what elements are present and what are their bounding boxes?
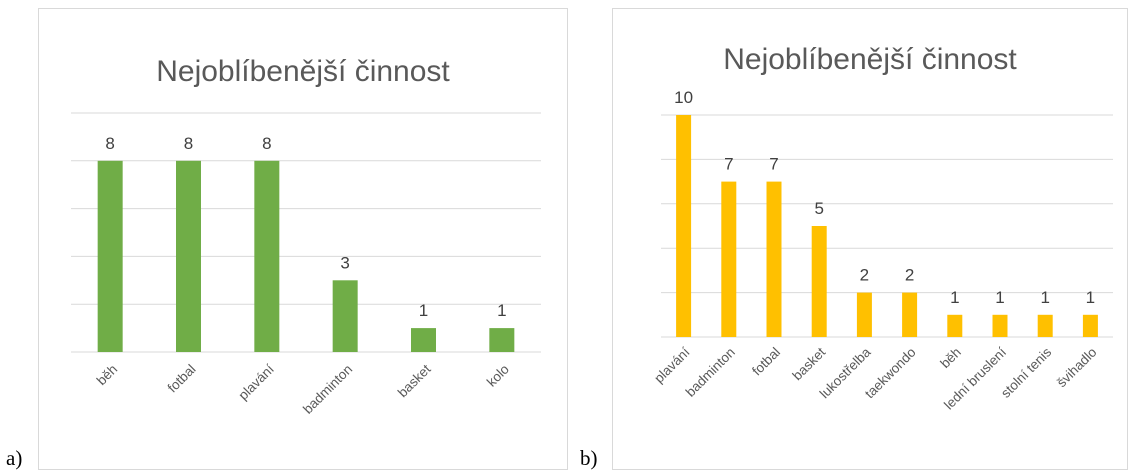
chart-a-tick-label-0: běh: [94, 362, 121, 389]
chart-b-bar-6: [947, 314, 963, 337]
chart-a-data-label-2: 8: [262, 134, 271, 153]
chart-b-data-label-8: 1: [1040, 288, 1049, 307]
chart-b-tick-label-0: plavání: [651, 344, 693, 386]
chart-b-tick-label-9: švihadlo: [1054, 345, 1100, 391]
chart-a-bar-4: [411, 328, 436, 352]
chart-b-svg: Nejoblíbenější činnost 10 plavání 7 badminto…: [651, 43, 1113, 412]
chart-a-bar-5: [489, 328, 515, 352]
panel-b-label: b): [580, 446, 598, 470]
panel-a-label: a): [6, 446, 23, 470]
chart-b-data-label-0: 10: [674, 88, 693, 107]
chart-b-data-label-2: 7: [769, 155, 778, 174]
chart-b-bar-3: [811, 226, 827, 337]
chart-b-data-label-4: 2: [860, 266, 869, 285]
chart-a-data-label-3: 3: [340, 253, 349, 272]
chart-a-tick-label-3: badminton: [300, 362, 355, 417]
chart-a-bar-1: [176, 160, 201, 352]
chart-b-bar-5: [902, 292, 918, 337]
chart-b-tick-label-6: běh: [937, 345, 964, 372]
chart-b-bar-1: [721, 181, 737, 337]
chart-b-bar-2: [766, 181, 782, 337]
chart-b-data-label-3: 5: [814, 199, 823, 218]
chart-b-bar-7: [992, 314, 1008, 337]
chart-a-tick-label-4: basket: [395, 361, 434, 400]
chart-a-tick-label-5: kolo: [484, 362, 512, 390]
chart-b-tick-label-1: badminton: [683, 345, 738, 400]
chart-a-tick-label-1: fotbal: [165, 362, 199, 396]
chart-b-tick-label-3: basket: [790, 344, 829, 383]
chart-a-data-label-5: 1: [497, 301, 506, 320]
chart-b-data-label-7: 1: [995, 288, 1004, 307]
chart-b: Nejoblíbenější činnost 10 plavání 7 badminto…: [612, 8, 1128, 470]
chart-a-bar-3: [332, 280, 358, 352]
chart-a-title: Nejoblíbenější činnost: [156, 55, 450, 88]
chart-b-title: Nejoblíbenější činnost: [723, 43, 1017, 76]
chart-a-svg: Nejoblíbenější činnost 8 běh 8 fotbal 8 plaván…: [71, 55, 541, 417]
chart-b-data-label-1: 7: [724, 155, 733, 174]
chart-a-tick-label-2: plavání: [236, 361, 278, 403]
chart-a: Nejoblíbenější činnost 8 běh 8 fotbal 8 plaván…: [38, 8, 568, 470]
chart-b-bar-4: [856, 292, 872, 337]
chart-b-data-label-9: 1: [1086, 288, 1095, 307]
chart-b-bar-9: [1082, 314, 1098, 337]
chart-a-bar-0: [97, 160, 123, 352]
chart-b-data-label-6: 1: [950, 288, 959, 307]
chart-a-data-label-4: 1: [419, 301, 428, 320]
chart-b-tick-label-2: fotbal: [749, 345, 783, 379]
chart-a-data-label-1: 8: [184, 134, 193, 153]
chart-b-bar-8: [1037, 314, 1053, 337]
chart-a-data-label-0: 8: [105, 134, 114, 153]
chart-b-data-label-5: 2: [905, 266, 914, 285]
chart-a-bar-2: [254, 160, 280, 352]
chart-b-bar-0: [676, 115, 692, 337]
